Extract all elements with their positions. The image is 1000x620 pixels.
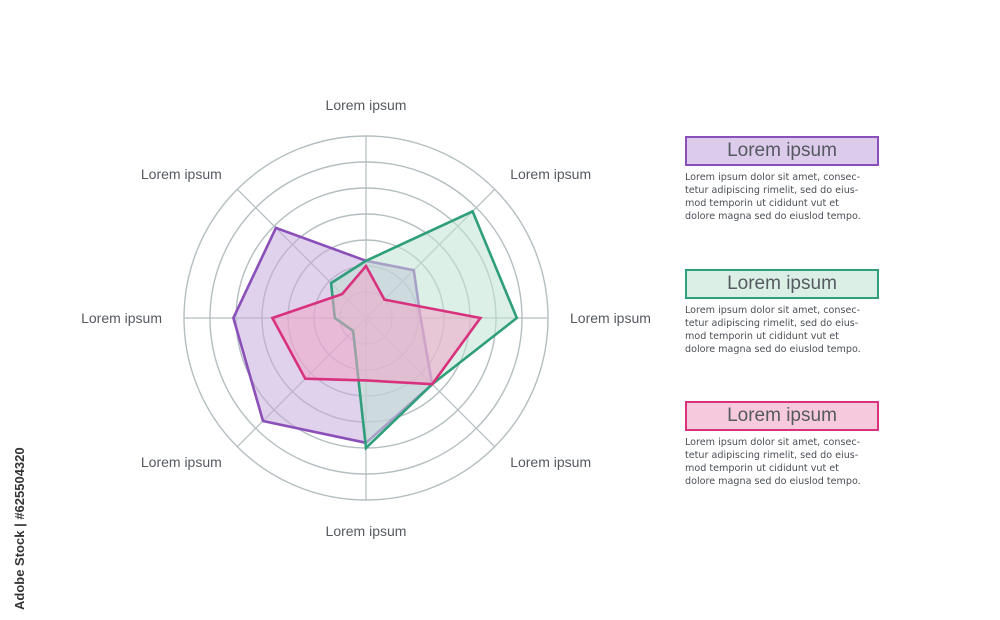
legend-text-line: dolore magna sed do eiuslod tempo. bbox=[685, 476, 861, 487]
legend-text-line: mod temporin ut cididunt vut et bbox=[685, 463, 839, 474]
legend-title-pink: Lorem ipsum bbox=[685, 401, 879, 431]
axis-label: Lorem ipsum bbox=[141, 454, 222, 470]
legend-text-line: Lorem ipsum dolor sit amet, consec- bbox=[685, 172, 861, 183]
radar-series-layer bbox=[232, 209, 519, 451]
axis-label: Lorem ipsum bbox=[141, 166, 222, 182]
legend-description-purple: Lorem ipsum dolor sit amet, consec- tetu… bbox=[685, 171, 879, 223]
axis-labels: Lorem ipsum Lorem ipsum Lorem ipsum Lorem i… bbox=[81, 97, 651, 539]
legend-text-line: tetur adipiscing rimelit, sed do eius- bbox=[685, 450, 859, 461]
radar-series-2 bbox=[270, 263, 483, 386]
legend-text-line: dolore magna sed do eiuslod tempo. bbox=[685, 344, 861, 355]
legend-card-green: Lorem ipsum Lorem ipsum dolor sit amet, … bbox=[685, 269, 879, 356]
axis-label: Lorem ipsum bbox=[326, 523, 407, 539]
legend-text-line: mod temporin ut cididunt vut et bbox=[685, 331, 839, 342]
axis-label: Lorem ipsum bbox=[510, 166, 591, 182]
legend-text-line: tetur adipiscing rimelit, sed do eius- bbox=[685, 185, 859, 196]
side-credit-text: Adobe Stock | #625504320 bbox=[12, 447, 27, 610]
legend-text-line: dolore magna sed do eiuslod tempo. bbox=[685, 211, 861, 222]
axis-label: Lorem ipsum bbox=[510, 454, 591, 470]
legend-title-green: Lorem ipsum bbox=[685, 269, 879, 299]
axis-label: Lorem ipsum bbox=[81, 310, 162, 326]
legend-text-line: mod temporin ut cididunt vut et bbox=[685, 198, 839, 209]
legend-card-purple: Lorem ipsum Lorem ipsum dolor sit amet, … bbox=[685, 136, 879, 223]
legend-text-line: Lorem ipsum dolor sit amet, consec- bbox=[685, 437, 861, 448]
legend-text-line: tetur adipiscing rimelit, sed do eius- bbox=[685, 318, 859, 329]
axis-label: Lorem ipsum bbox=[326, 97, 407, 113]
legend-title-purple: Lorem ipsum bbox=[685, 136, 879, 166]
legend-description-pink: Lorem ipsum dolor sit amet, consec- tetu… bbox=[685, 436, 879, 488]
legend-text-line: Lorem ipsum dolor sit amet, consec- bbox=[685, 305, 861, 316]
legend-description-green: Lorem ipsum dolor sit amet, consec- tetu… bbox=[685, 304, 879, 356]
legend-card-pink: Lorem ipsum Lorem ipsum dolor sit amet, … bbox=[685, 401, 879, 488]
axis-label: Lorem ipsum bbox=[570, 310, 651, 326]
